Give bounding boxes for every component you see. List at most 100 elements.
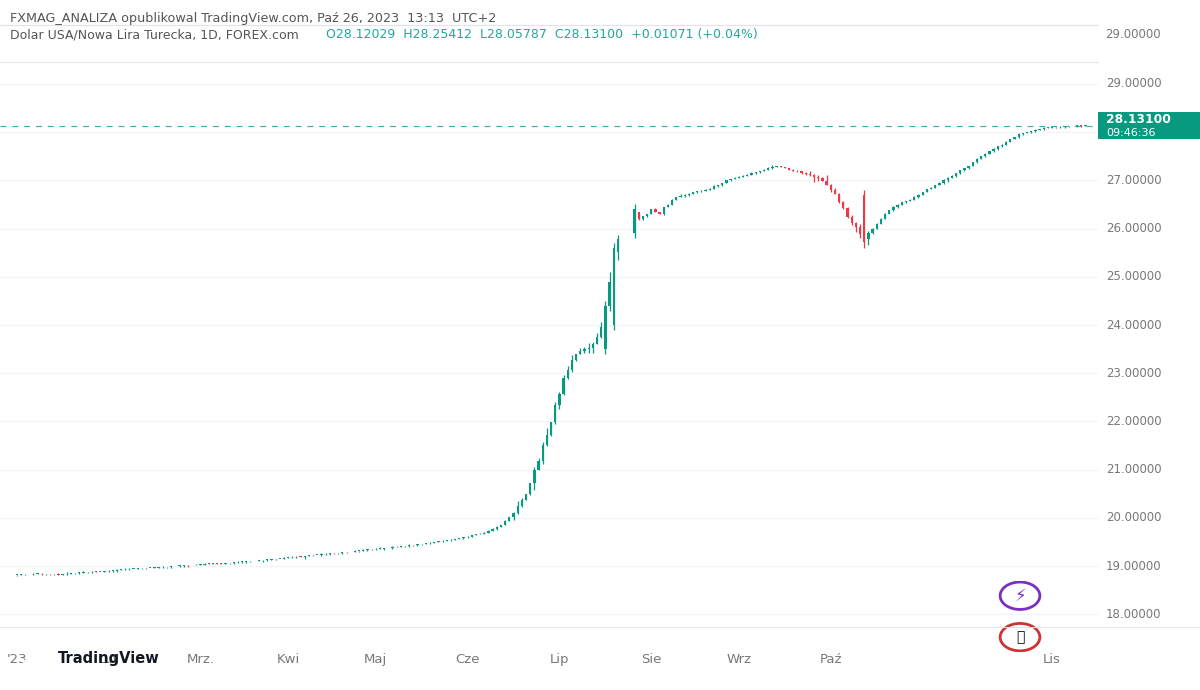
Bar: [964, 168, 966, 170]
Bar: [713, 186, 715, 188]
Bar: [880, 219, 882, 224]
Bar: [575, 354, 577, 359]
Bar: [788, 168, 791, 170]
Bar: [930, 188, 932, 189]
Bar: [580, 351, 582, 354]
Bar: [950, 175, 953, 177]
Bar: [901, 201, 902, 204]
Bar: [1043, 128, 1045, 129]
Bar: [684, 195, 686, 196]
Bar: [538, 461, 540, 470]
Bar: [1098, 112, 1200, 139]
Text: '23: '23: [6, 653, 28, 666]
Text: 26.00000: 26.00000: [1106, 222, 1162, 235]
Bar: [725, 180, 727, 183]
Bar: [829, 184, 832, 190]
Bar: [716, 185, 719, 186]
Bar: [354, 551, 356, 552]
Bar: [913, 197, 916, 199]
Bar: [800, 171, 803, 172]
Bar: [605, 306, 606, 349]
Bar: [821, 177, 823, 181]
Bar: [696, 191, 698, 193]
Bar: [617, 239, 619, 252]
Bar: [458, 538, 461, 539]
Bar: [583, 349, 586, 351]
Bar: [588, 348, 590, 349]
Bar: [934, 185, 936, 188]
Text: Lis: Lis: [1043, 653, 1061, 666]
Text: 22.00000: 22.00000: [1106, 415, 1162, 428]
Bar: [475, 534, 478, 535]
Bar: [629, 20, 631, 22]
Bar: [784, 167, 786, 168]
Bar: [775, 166, 778, 167]
Bar: [851, 217, 853, 223]
Bar: [1051, 127, 1054, 128]
Bar: [620, 21, 623, 27]
Bar: [947, 177, 949, 180]
Bar: [838, 194, 840, 202]
Bar: [942, 180, 944, 183]
Bar: [563, 378, 565, 393]
Bar: [797, 170, 798, 171]
Bar: [976, 159, 978, 162]
Bar: [997, 146, 998, 149]
Bar: [533, 470, 535, 484]
Bar: [1006, 141, 1007, 145]
Bar: [854, 223, 857, 227]
Bar: [730, 179, 732, 180]
Bar: [1001, 145, 1003, 146]
Bar: [922, 192, 924, 195]
Bar: [758, 171, 761, 172]
Bar: [1038, 129, 1040, 130]
Text: 🌐: 🌐: [1016, 630, 1024, 644]
Bar: [955, 173, 958, 175]
Bar: [708, 188, 710, 190]
Bar: [646, 214, 648, 217]
Bar: [767, 168, 769, 170]
Bar: [408, 545, 410, 546]
Bar: [470, 535, 473, 537]
Text: ⚡: ⚡: [1014, 586, 1026, 604]
Bar: [805, 172, 806, 175]
Bar: [524, 493, 527, 500]
Bar: [842, 202, 845, 208]
Bar: [462, 537, 464, 538]
Text: 24.00000: 24.00000: [1106, 319, 1162, 331]
Bar: [1013, 137, 1015, 139]
Bar: [596, 337, 598, 344]
Text: 18.00000: 18.00000: [1106, 608, 1162, 621]
Bar: [341, 552, 343, 553]
Bar: [721, 183, 724, 185]
Bar: [554, 405, 557, 422]
Bar: [541, 444, 544, 461]
Bar: [233, 562, 235, 563]
Bar: [688, 193, 690, 195]
Text: Lip: Lip: [550, 653, 569, 666]
Bar: [504, 521, 506, 525]
Bar: [662, 207, 665, 214]
Bar: [521, 500, 523, 506]
Text: TV: TV: [19, 660, 36, 670]
Text: Dolar USA/Nowa Lira Turecka, 1D, FOREX.com: Dolar USA/Nowa Lira Turecka, 1D, FOREX.c…: [10, 28, 306, 41]
Bar: [571, 359, 574, 371]
Bar: [846, 208, 848, 217]
Bar: [637, 212, 640, 219]
Bar: [366, 549, 368, 550]
Bar: [654, 209, 656, 212]
Bar: [425, 543, 427, 544]
Bar: [871, 228, 874, 233]
Bar: [972, 162, 974, 166]
Bar: [908, 199, 911, 201]
Bar: [529, 484, 532, 493]
Bar: [592, 344, 594, 348]
Bar: [884, 214, 887, 219]
Bar: [989, 151, 991, 154]
Bar: [416, 544, 419, 545]
Bar: [600, 328, 602, 337]
Bar: [492, 529, 493, 531]
Bar: [896, 204, 899, 207]
Text: 28.13100: 28.13100: [1106, 113, 1171, 126]
Bar: [1021, 133, 1024, 135]
